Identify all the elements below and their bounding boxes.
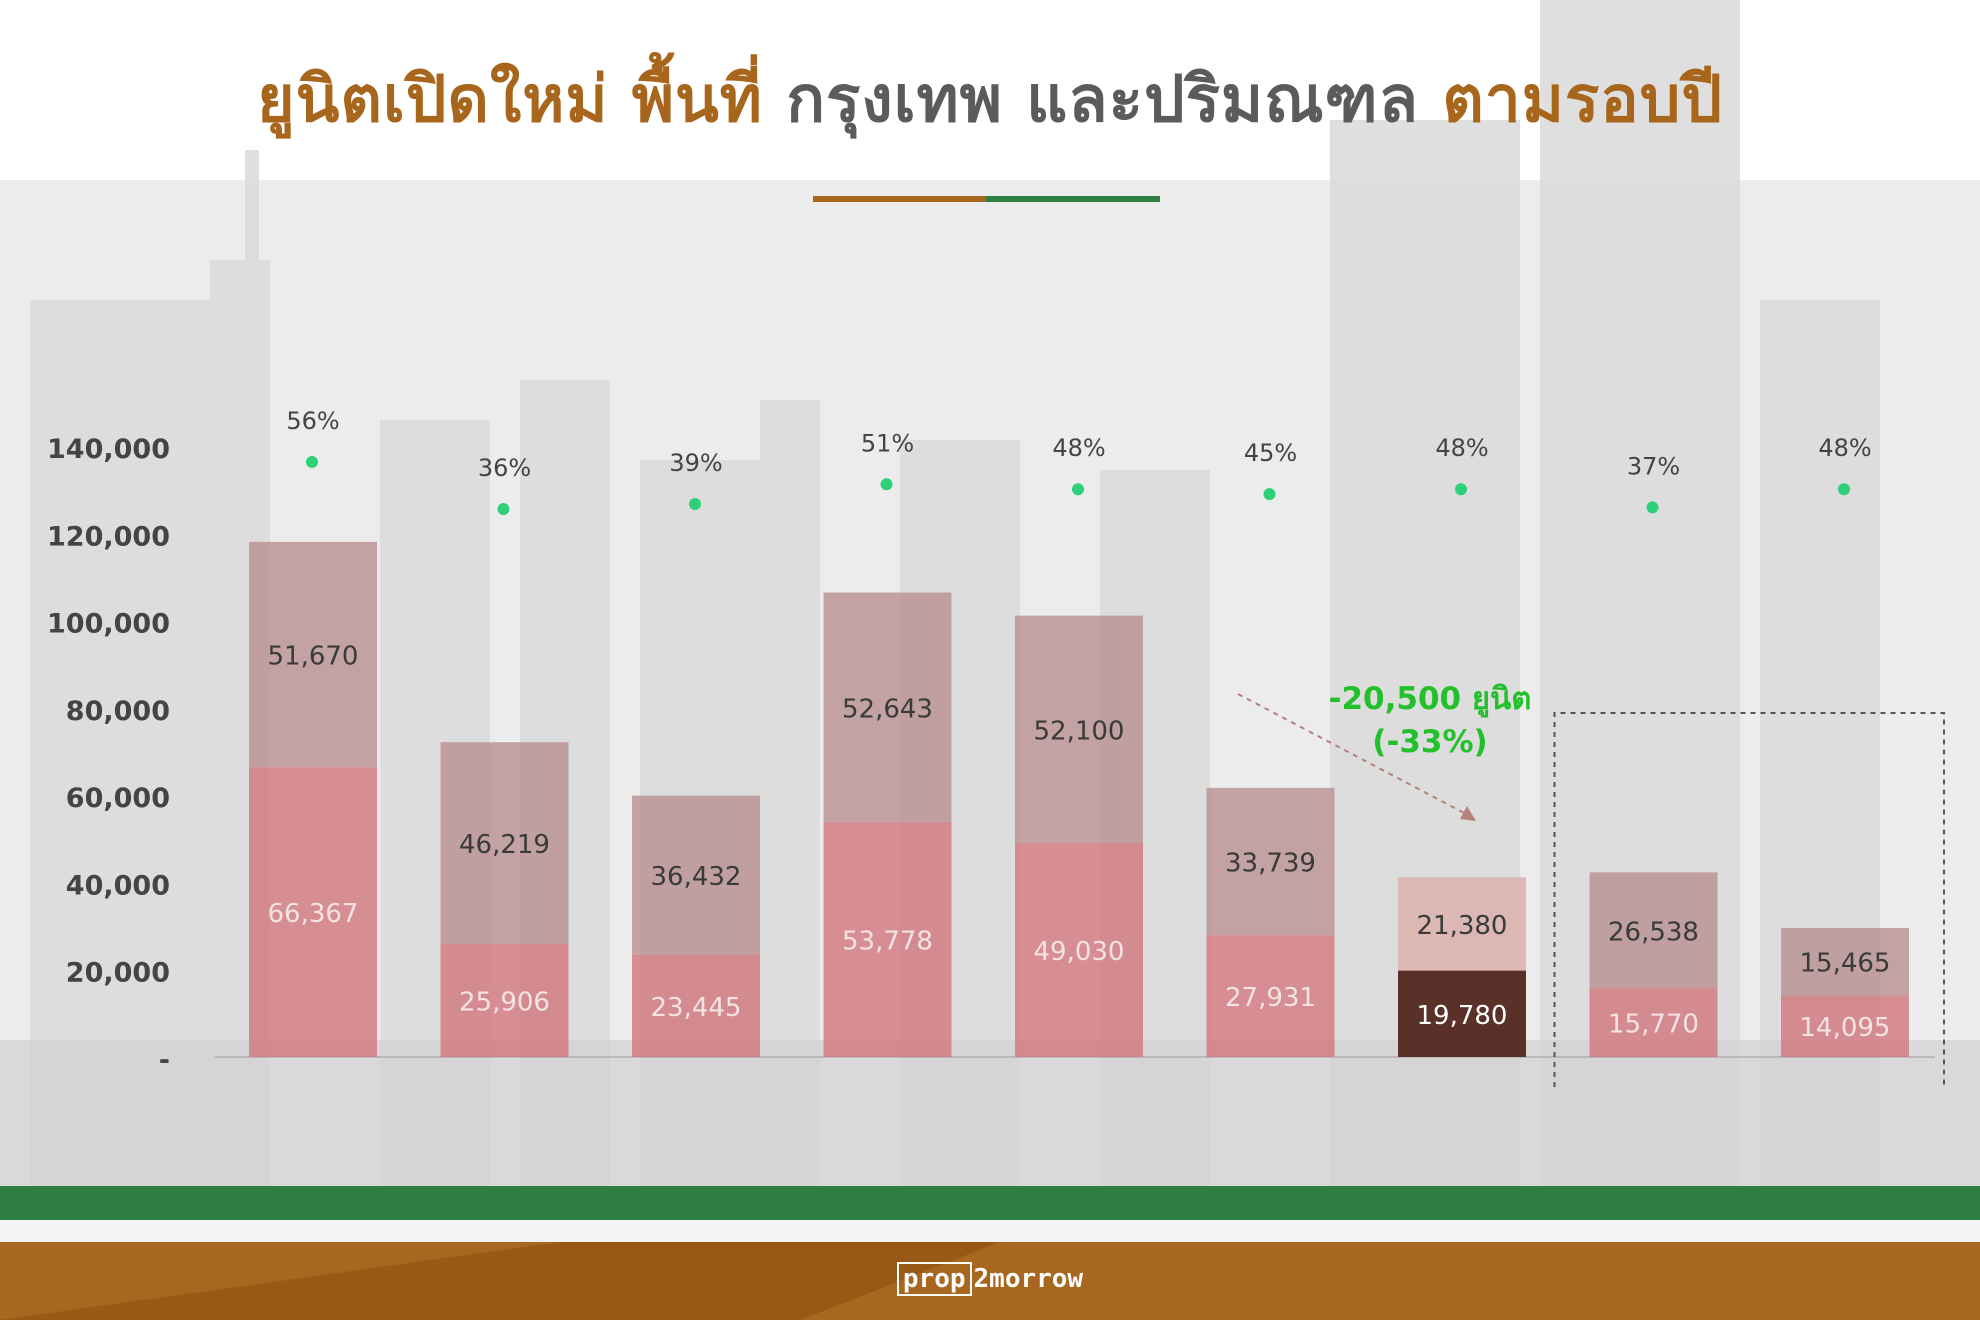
- annotation-arrow-head: [1460, 806, 1476, 821]
- title-part-1: ยูนิตเปิดใหม่ พื้นที่: [257, 63, 763, 137]
- annotation: -20,500 ยูนิต (-33%): [1237, 681, 1532, 821]
- top-value-label: 52,100: [1034, 716, 1125, 746]
- percent-dot: [1263, 488, 1276, 501]
- data-labels: 51,670 66,367 46,219 25,906 36,432 23,445 52,6…: [268, 642, 1891, 1044]
- top-value-label: 15,465: [1800, 949, 1891, 979]
- footer-brown-band: [0, 1242, 1980, 1320]
- dashed-group-outline: [1553, 712, 1945, 1087]
- percent-label: 39%: [669, 449, 722, 477]
- title-part-2: กรุงเทพ และปริมณฑล: [786, 63, 1419, 137]
- bar-segment-top: [632, 795, 760, 955]
- bar-segment-bottom: [440, 943, 569, 1057]
- top-value-label: 26,538: [1608, 917, 1699, 947]
- logo-prop: prop: [896, 1262, 972, 1296]
- bar-segment-bottom: [632, 954, 760, 1057]
- y-tick-label: 120,000: [47, 521, 170, 552]
- bottom-value-label: 23,445: [651, 993, 742, 1023]
- percent-label: 37%: [1627, 452, 1680, 480]
- top-value-label: 52,643: [842, 694, 933, 724]
- top-value-label: 46,219: [459, 830, 550, 860]
- percent-dot: [1455, 483, 1467, 496]
- bar-segment-top: [1206, 787, 1335, 936]
- page-title: ยูนิตเปิดใหม่ พื้นที่ กรุงเทพ และปริมณฑล…: [0, 48, 1980, 150]
- percent-label: 48%: [1052, 434, 1105, 462]
- bar-segment-top: [249, 541, 377, 768]
- footer-green-band: [0, 1186, 1980, 1220]
- y-tick-label: 140,000: [47, 434, 170, 465]
- bar-segment-top: [1398, 877, 1526, 971]
- bottom-value-label: 14,095: [1800, 1013, 1891, 1043]
- top-value-label: 21,380: [1417, 911, 1508, 941]
- percent-dot: [1072, 483, 1084, 496]
- percent-label: 56%: [286, 407, 339, 435]
- bar-segment-top: [1589, 872, 1718, 989]
- annotation-arrow-line: [1237, 693, 1469, 816]
- bar-segment-top: [1015, 615, 1143, 844]
- bottom-value-label: 25,906: [459, 987, 550, 1017]
- y-tick-label: 20,000: [66, 958, 170, 989]
- percent-label: 36%: [478, 454, 531, 482]
- bar-segment-bottom: [823, 822, 952, 1057]
- percent-dot: [497, 503, 510, 515]
- y-tick-label: 100,000: [47, 609, 170, 640]
- percent-label: 48%: [1435, 434, 1488, 462]
- bottom-value-label: 19,780: [1417, 1001, 1508, 1031]
- bar-segment-top: [1781, 927, 1909, 996]
- bar-segment-bottom: [1015, 843, 1143, 1057]
- percent-dot: [1646, 501, 1659, 514]
- percent-dot: [1838, 483, 1850, 496]
- bar-segment-top: [440, 742, 569, 944]
- y-tick-label: 80,000: [66, 696, 170, 727]
- top-value-label: 36,432: [651, 862, 742, 892]
- bottom-value-label: 15,770: [1608, 1010, 1699, 1040]
- bar-segment-bottom: [249, 767, 377, 1057]
- title-part-3: ตามรอบปี: [1442, 63, 1723, 137]
- footer-shapes: [0, 1242, 1000, 1320]
- brand-logo: prop 2morrow: [0, 1262, 1980, 1296]
- y-tick-label: -: [159, 1045, 170, 1076]
- bar-segment-bottom: [1206, 935, 1335, 1057]
- bar-segment-bottom: [1589, 988, 1718, 1057]
- percent-dot: [689, 498, 701, 511]
- y-tick-label: 60,000: [66, 783, 170, 814]
- percent-dot: [880, 478, 893, 491]
- percent-dot: [306, 456, 318, 468]
- top-value-label: 51,670: [268, 642, 359, 672]
- bar-segment-bottom: [1781, 995, 1909, 1057]
- dashed-box: [1553, 712, 1945, 1087]
- bar-segment-top: [823, 592, 952, 823]
- bottom-value-label: 66,367: [268, 899, 359, 929]
- annotation-line-1: -20,500 ยูนิต: [1329, 681, 1532, 718]
- annotation-line-2: (-33%): [1372, 724, 1487, 760]
- bottom-value-label: 27,931: [1225, 983, 1316, 1013]
- bars: [249, 541, 1909, 1057]
- top-value-label: 33,739: [1225, 848, 1316, 878]
- percent-markers: 56% 36% 39% 51% 48% 45% 48% 37% 48%: [286, 407, 1872, 515]
- footer-gap: [0, 1220, 1980, 1242]
- percent-label: 48%: [1818, 434, 1871, 462]
- y-axis: 140,000 120,000 100,000 80,000 60,000 40,000 2…: [47, 434, 170, 1076]
- percent-label: 51%: [861, 429, 914, 457]
- bottom-value-label: 53,778: [842, 927, 933, 957]
- logo-2morrow: 2morrow: [973, 1264, 1084, 1294]
- bottom-value-label: 49,030: [1034, 937, 1125, 967]
- percent-label: 45%: [1244, 439, 1297, 467]
- bar-segment-bottom: [1398, 970, 1526, 1057]
- y-tick-label: 40,000: [66, 870, 170, 901]
